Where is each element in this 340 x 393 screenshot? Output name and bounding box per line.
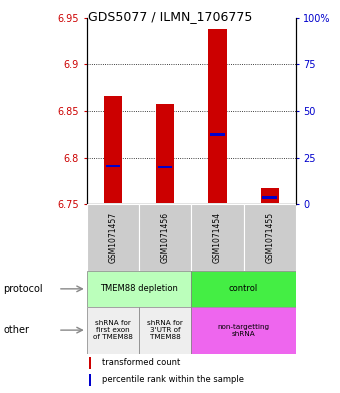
Bar [156,104,174,204]
Bar [87,307,139,354]
Bar [139,307,191,354]
Text: GSM1071454: GSM1071454 [213,212,222,263]
Bar [89,374,91,386]
Bar [208,29,226,204]
Bar [87,271,191,307]
Text: non-targetting
shRNA: non-targetting shRNA [218,323,270,337]
Bar [210,133,225,136]
Text: other: other [3,325,29,335]
Text: GDS5077 / ILMN_1706775: GDS5077 / ILMN_1706775 [88,10,252,23]
Text: protocol: protocol [3,284,43,294]
Bar [262,196,277,199]
Text: GSM1071456: GSM1071456 [160,212,170,263]
Text: percentile rank within the sample: percentile rank within the sample [102,375,244,384]
Bar [191,204,243,271]
Bar [139,204,191,271]
Bar [191,307,296,354]
Bar [243,204,296,271]
Text: shRNA for
first exon
of TMEM88: shRNA for first exon of TMEM88 [93,320,133,340]
Text: GSM1071455: GSM1071455 [265,212,274,263]
Bar [105,165,120,167]
Text: GSM1071457: GSM1071457 [108,212,117,263]
Bar [104,96,122,204]
Bar [87,204,139,271]
Text: transformed count: transformed count [102,358,181,367]
Bar [89,357,91,369]
Bar [191,271,296,307]
Text: control: control [229,285,258,293]
Bar [158,165,172,169]
Text: shRNA for
3'UTR of
TMEM88: shRNA for 3'UTR of TMEM88 [147,320,183,340]
Bar [260,187,279,204]
Text: TMEM88 depletion: TMEM88 depletion [100,285,178,293]
